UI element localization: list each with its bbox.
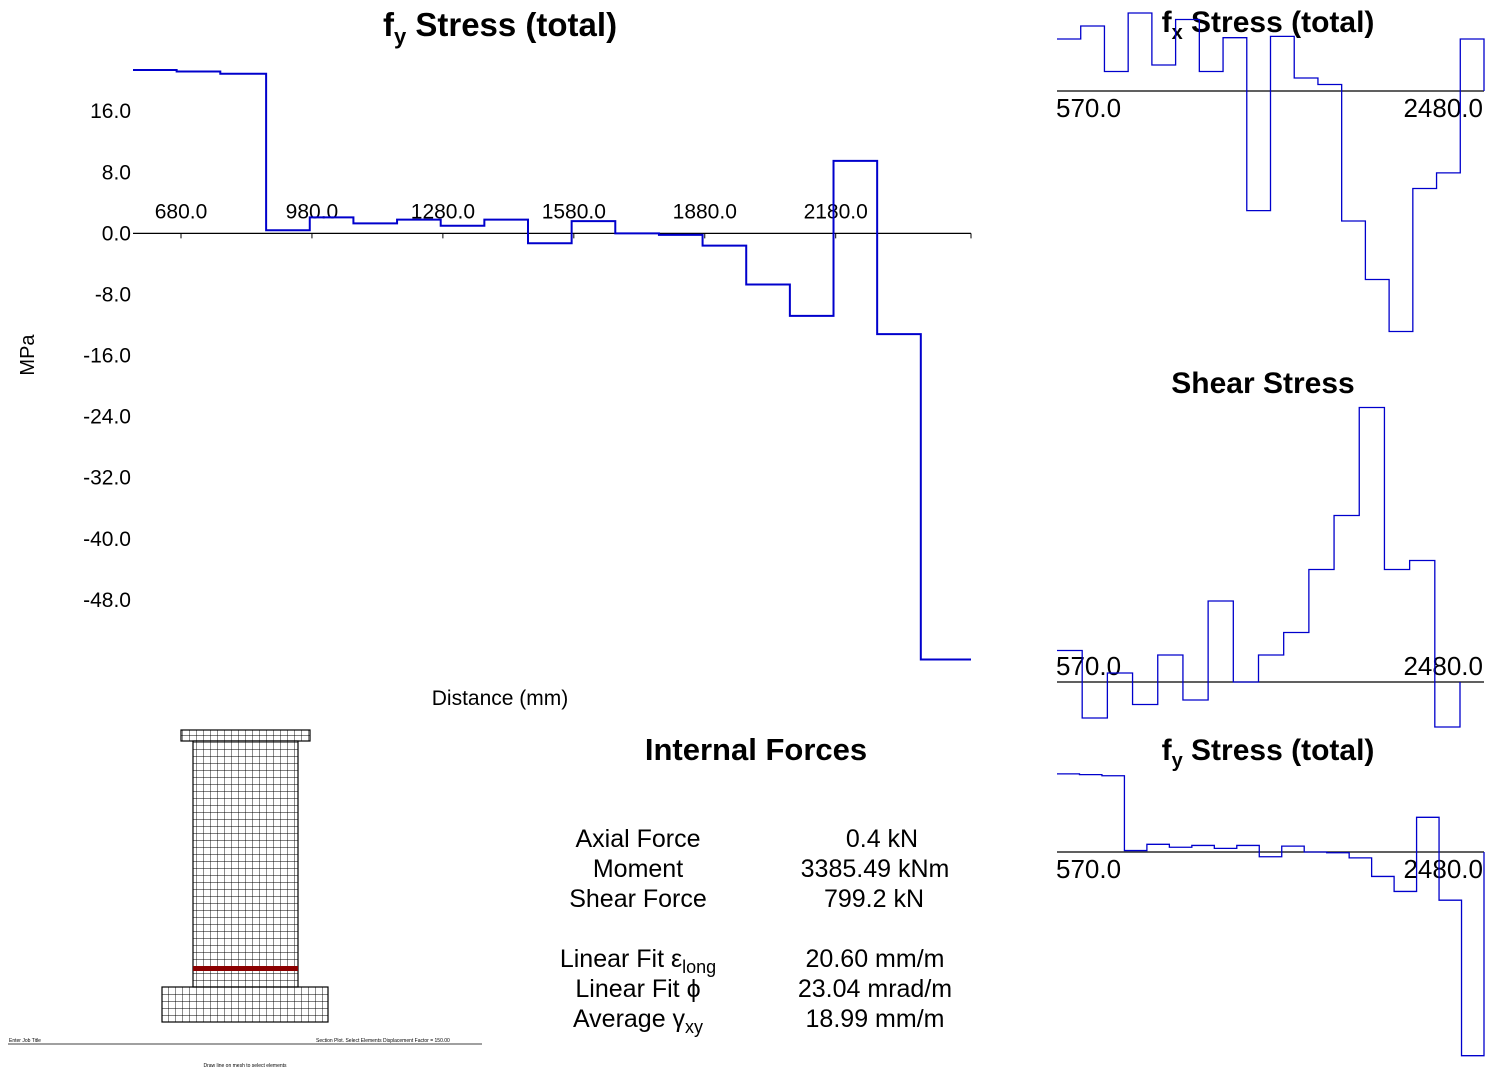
x-tick-label: 2180.0 (804, 200, 868, 223)
linear-fit-curvature-label: Linear Fit ϕ (575, 975, 700, 1003)
fy-small-label-right: 2480.0 (1403, 854, 1483, 884)
y-tick-label: -32.0 (83, 467, 131, 490)
axial-force-label: Axial Force (575, 825, 700, 853)
y-tick-label: -24.0 (83, 406, 131, 429)
y-tick-label: -40.0 (83, 528, 131, 551)
shear-force-value: 799.2 kN (824, 885, 924, 913)
job-title[interactable]: Enter Job Title (9, 1038, 41, 1044)
x-tick-label: 980.0 (286, 200, 339, 223)
x-axis: 680.0 980.0 1280.0 1580.0 1880.0 2180.0 (133, 200, 972, 239)
shear-force-label: Shear Force (569, 885, 707, 913)
status-bar: Enter Job Title Section Plot. Select Ele… (8, 1038, 482, 1069)
y-tick-label: -8.0 (95, 283, 131, 306)
shear-step-line (1057, 406, 1461, 728)
hint-text: Draw line on mesh to select elements (203, 1063, 287, 1069)
status-text: Section Plot. Select Elements Displaceme… (316, 1038, 450, 1044)
main-fy-chart: fy Stress (total) MPa Distance (mm) 16.0… (17, 6, 972, 710)
shear-label-left: 570.0 (1056, 651, 1121, 681)
y-axis-label: MPa (17, 334, 39, 376)
fy-small-chart: fy Stress (total) 570.0 2480.0 (1056, 734, 1485, 1057)
fy-small-series (1057, 773, 1485, 1057)
fy-step-line (133, 68, 971, 661)
internal-forces-title: Internal Forces (645, 732, 867, 767)
shear-label-right: 2480.0 (1403, 651, 1483, 681)
axial-force-value: 0.4 kN (846, 825, 918, 853)
linear-fit-strain-value: 20.60 mm/m (806, 945, 945, 973)
fx-chart: fx Stress (total) 570.0 2480.0 (1056, 6, 1485, 333)
moment-label: Moment (593, 855, 683, 883)
internal-forces-panel: Internal Forces Axial Force 0.4 kN Momen… (560, 732, 952, 1037)
y-tick-label: 16.0 (90, 100, 131, 123)
fy-small-chart-title: fy Stress (total) (1162, 734, 1375, 772)
fx-step-line (1057, 12, 1485, 333)
fy-small-step-line (1057, 773, 1485, 1057)
mesh-web[interactable] (192, 740, 299, 988)
main-chart-title: fy Stress (total) (383, 6, 617, 49)
mesh-bottom-flange[interactable] (161, 986, 329, 1023)
x-tick-label: 1280.0 (411, 200, 475, 223)
main-series (133, 68, 971, 661)
y-tick-label: 8.0 (102, 161, 131, 184)
average-shear-strain-value: 18.99 mm/m (806, 1005, 945, 1033)
fy-small-label-left: 570.0 (1056, 854, 1121, 884)
shear-series (1057, 406, 1461, 728)
linear-fit-curvature-value: 23.04 mrad/m (798, 975, 952, 1003)
moment-value: 3385.49 kNm (801, 855, 950, 883)
y-tick-labels: 16.0 8.0 0.0 -8.0 -16.0 -24.0 -32.0 -40.0 -48.0 (83, 100, 131, 612)
y-tick-label: 0.0 (102, 222, 131, 245)
x-tick-label: 680.0 (155, 200, 208, 223)
shear-chart: Shear Stress 570.0 2480.0 (1056, 367, 1484, 728)
fx-label-right: 2480.0 (1403, 93, 1483, 123)
x-tick-label: 1580.0 (542, 200, 606, 223)
fx-series (1057, 12, 1485, 333)
average-shear-strain-label: Average γxy (573, 1005, 703, 1037)
fx-label-left: 570.0 (1056, 93, 1121, 123)
selected-element-row[interactable] (193, 966, 298, 971)
y-tick-label: -48.0 (83, 589, 131, 612)
shear-chart-title: Shear Stress (1171, 367, 1354, 400)
x-axis-label: Distance (mm) (432, 687, 569, 710)
section-mesh[interactable] (161, 729, 329, 1023)
mesh-top-flange[interactable] (180, 729, 311, 742)
linear-fit-strain-label: Linear Fit εlong (560, 945, 716, 977)
y-tick-label: -16.0 (83, 345, 131, 368)
fx-chart-title: fx Stress (total) (1162, 6, 1375, 44)
x-tick-label: 1880.0 (673, 200, 737, 223)
